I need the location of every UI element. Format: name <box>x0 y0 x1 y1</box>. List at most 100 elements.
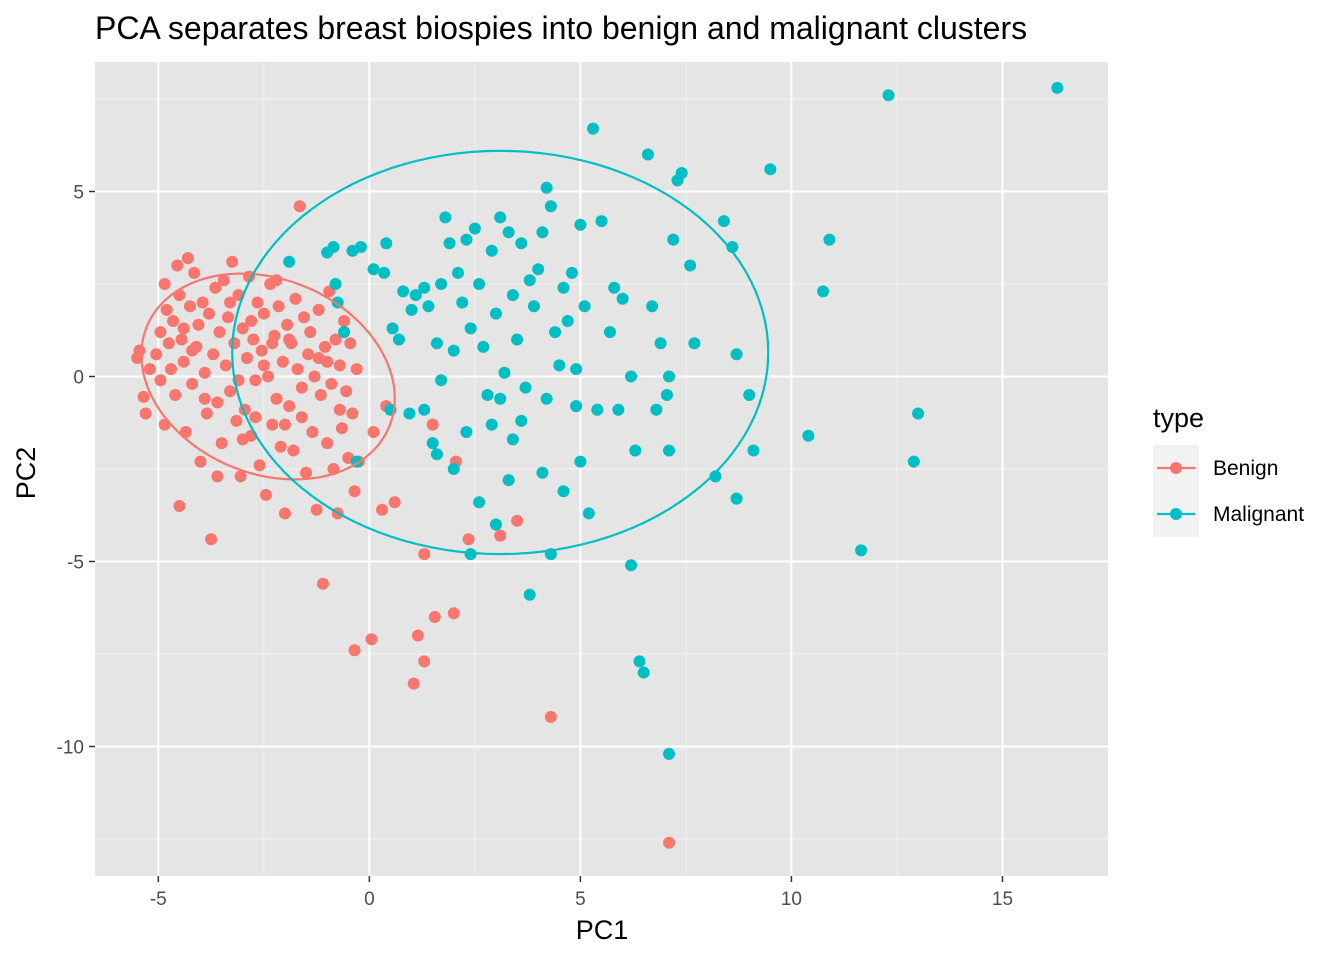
benign-point <box>283 400 296 413</box>
malignant-point <box>603 326 616 339</box>
benign-point <box>183 300 196 313</box>
benign-point <box>335 422 348 435</box>
benign-point <box>270 392 283 405</box>
benign-point <box>312 303 325 316</box>
benign-point <box>511 514 524 527</box>
major-gridlines <box>95 62 1108 876</box>
malignant-point <box>709 470 722 483</box>
benign-point <box>494 529 507 542</box>
benign-point <box>198 366 211 379</box>
malignant-point <box>485 418 498 431</box>
benign-point <box>171 259 184 272</box>
malignant-point <box>557 281 570 294</box>
malignant-point <box>426 437 439 450</box>
benign-point <box>234 470 247 483</box>
malignant-point <box>464 322 477 335</box>
legend-items: Benign Malignant <box>1153 445 1304 537</box>
malignant-point <box>912 407 925 420</box>
benign-point <box>194 455 207 468</box>
malignant-point <box>435 374 448 387</box>
malignant-point <box>386 322 399 335</box>
benign-point <box>329 333 342 346</box>
malignant-point <box>502 474 515 487</box>
benign-point <box>133 344 146 357</box>
malignant-point <box>451 266 464 279</box>
confidence-ellipses <box>140 149 770 556</box>
y-axis-title: PC2 <box>11 447 41 500</box>
benign-point <box>321 355 334 368</box>
y-tick-label: 0 <box>73 368 84 389</box>
malignant-point <box>378 266 391 279</box>
benign-point <box>162 337 175 350</box>
benign-point <box>346 407 359 420</box>
benign-point <box>291 363 304 376</box>
benign-point <box>173 500 186 512</box>
malignant-point <box>329 278 342 290</box>
malignant-point <box>595 215 608 228</box>
malignant-point <box>536 466 549 479</box>
malignant-point <box>489 307 502 320</box>
malignant-point <box>283 255 296 268</box>
malignant-point <box>802 429 815 442</box>
malignant-point <box>574 218 587 231</box>
benign-point <box>338 315 351 327</box>
benign-point <box>350 363 363 376</box>
benign-point <box>321 437 334 450</box>
benign-point <box>333 359 346 372</box>
malignant-point <box>570 400 583 413</box>
malignant-point <box>667 233 680 246</box>
benign-point <box>295 381 308 394</box>
malignant-point <box>489 518 502 531</box>
benign-point <box>297 311 310 324</box>
y-tick-label: -5 <box>67 553 84 574</box>
malignant-point <box>481 389 494 401</box>
benign-ellipse <box>140 272 396 481</box>
benign-point <box>221 311 234 324</box>
benign-point <box>407 677 420 690</box>
benign-point <box>169 389 182 401</box>
x-tick-label: 0 <box>364 889 375 910</box>
x-tick-label: 15 <box>992 889 1013 910</box>
malignant-point <box>650 403 663 416</box>
malignant-point <box>688 337 701 350</box>
benign-point <box>224 385 237 398</box>
malignant-point <box>855 544 868 557</box>
benign-point <box>316 577 329 590</box>
malignant-point <box>608 281 621 294</box>
minor-gridlines <box>95 62 1108 876</box>
malignant-point <box>519 381 532 394</box>
benign-point <box>181 252 194 265</box>
benign-point <box>192 318 205 331</box>
benign-point <box>236 433 249 446</box>
malignant-point <box>625 370 638 383</box>
malignant-point <box>612 403 625 416</box>
benign-point <box>283 333 296 346</box>
benign-point <box>255 344 268 357</box>
malignant-point <box>726 241 739 253</box>
malignant-point <box>817 285 830 298</box>
malignant-point <box>747 444 760 457</box>
benign-point <box>177 355 190 368</box>
malignant-point <box>582 507 595 520</box>
malignant-point <box>502 226 515 239</box>
benign-point <box>224 296 237 309</box>
benign-point <box>196 296 209 309</box>
malignant-point <box>409 289 422 302</box>
benign-point <box>259 488 272 501</box>
benign-point <box>211 396 224 409</box>
legend-label-benign: Benign <box>1213 457 1278 480</box>
benign-point <box>333 403 346 416</box>
benign-point <box>167 315 180 327</box>
malignant-point <box>367 263 380 276</box>
benign-point <box>219 359 232 372</box>
benign-point <box>200 407 213 420</box>
malignant-point <box>637 666 650 679</box>
malignant-point <box>544 200 557 213</box>
malignant-point <box>660 389 673 401</box>
benign-point <box>295 411 308 424</box>
malignant-point <box>823 233 836 246</box>
malignant-point <box>574 455 587 468</box>
benign-point <box>544 710 557 723</box>
malignant-point <box>907 455 920 468</box>
benign-point <box>205 533 218 546</box>
